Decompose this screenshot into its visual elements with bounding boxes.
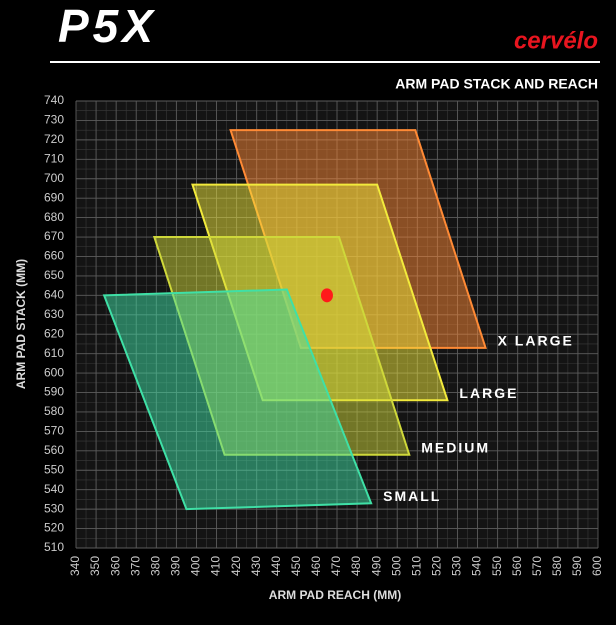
x-tick-label: 520 xyxy=(430,556,444,576)
x-tick-label: 410 xyxy=(209,556,223,576)
x-tick-label: 460 xyxy=(309,556,323,576)
series-label: X LARGE xyxy=(498,333,574,349)
series-label: SMALL xyxy=(383,488,441,504)
x-tick-label: 480 xyxy=(349,556,363,576)
y-tick-label: 580 xyxy=(44,404,64,418)
x-tick-label: 340 xyxy=(68,556,82,576)
x-tick-label: 400 xyxy=(189,556,203,576)
y-tick-label: 520 xyxy=(44,521,64,535)
x-tick-label: 570 xyxy=(530,556,544,576)
x-tick-label: 560 xyxy=(510,556,524,576)
y-tick-label: 710 xyxy=(44,151,64,165)
y-tick-label: 730 xyxy=(44,113,64,127)
y-tick-label: 510 xyxy=(44,540,64,554)
x-tick-label: 440 xyxy=(269,556,283,576)
x-tick-label: 350 xyxy=(88,556,102,576)
y-tick-label: 550 xyxy=(44,462,64,476)
x-axis-label: ARM PAD REACH (MM) xyxy=(269,588,401,602)
x-tick-label: 590 xyxy=(570,556,584,576)
x-tick-label: 430 xyxy=(249,556,263,576)
y-tick-label: 690 xyxy=(44,190,64,204)
x-tick-label: 550 xyxy=(490,556,504,576)
x-tick-label: 390 xyxy=(169,556,183,576)
y-tick-label: 740 xyxy=(44,93,64,107)
y-axis-label: ARM PAD STACK (MM) xyxy=(14,259,28,389)
y-tick-label: 620 xyxy=(44,326,64,340)
y-tick-label: 540 xyxy=(44,482,64,496)
logo: P5X xyxy=(58,0,157,52)
series-label: LARGE xyxy=(459,385,518,401)
y-tick-label: 720 xyxy=(44,132,64,146)
y-tick-label: 700 xyxy=(44,171,64,185)
y-tick-label: 680 xyxy=(44,210,64,224)
y-tick-label: 610 xyxy=(44,346,64,360)
x-tick-label: 580 xyxy=(550,556,564,576)
marker-point xyxy=(320,288,333,303)
x-tick-label: 510 xyxy=(409,556,423,576)
x-tick-label: 420 xyxy=(229,556,243,576)
x-tick-label: 540 xyxy=(470,556,484,576)
x-tick-label: 500 xyxy=(389,556,403,576)
brand: cervélo xyxy=(514,27,598,54)
x-tick-label: 370 xyxy=(128,556,142,576)
y-tick-label: 570 xyxy=(44,424,64,438)
x-tick-label: 530 xyxy=(450,556,464,576)
x-tick-label: 380 xyxy=(148,556,162,576)
y-tick-label: 650 xyxy=(44,268,64,282)
y-tick-label: 640 xyxy=(44,288,64,302)
series-label: MEDIUM xyxy=(421,439,490,455)
y-tick-label: 660 xyxy=(44,249,64,263)
x-tick-label: 470 xyxy=(329,556,343,576)
y-tick-label: 560 xyxy=(44,443,64,457)
y-tick-label: 670 xyxy=(44,229,64,243)
x-tick-label: 360 xyxy=(108,556,122,576)
chart-title: ARM PAD STACK AND REACH xyxy=(395,76,598,92)
x-tick-label: 600 xyxy=(590,556,604,576)
y-tick-label: 590 xyxy=(44,385,64,399)
y-tick-label: 600 xyxy=(44,365,64,379)
y-tick-label: 530 xyxy=(44,501,64,515)
y-tick-label: 630 xyxy=(44,307,64,321)
x-tick-label: 450 xyxy=(289,556,303,576)
region xyxy=(102,288,373,511)
x-tick-label: 490 xyxy=(369,556,383,576)
